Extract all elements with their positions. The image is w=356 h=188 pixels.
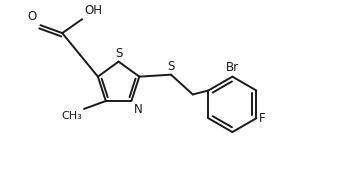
Text: CH₃: CH₃ <box>61 111 82 121</box>
Text: O: O <box>27 10 37 23</box>
Text: OH: OH <box>84 4 102 17</box>
Text: N: N <box>134 103 142 116</box>
Text: S: S <box>167 60 175 73</box>
Text: F: F <box>259 112 266 125</box>
Text: S: S <box>115 47 122 60</box>
Text: Br: Br <box>226 61 239 74</box>
